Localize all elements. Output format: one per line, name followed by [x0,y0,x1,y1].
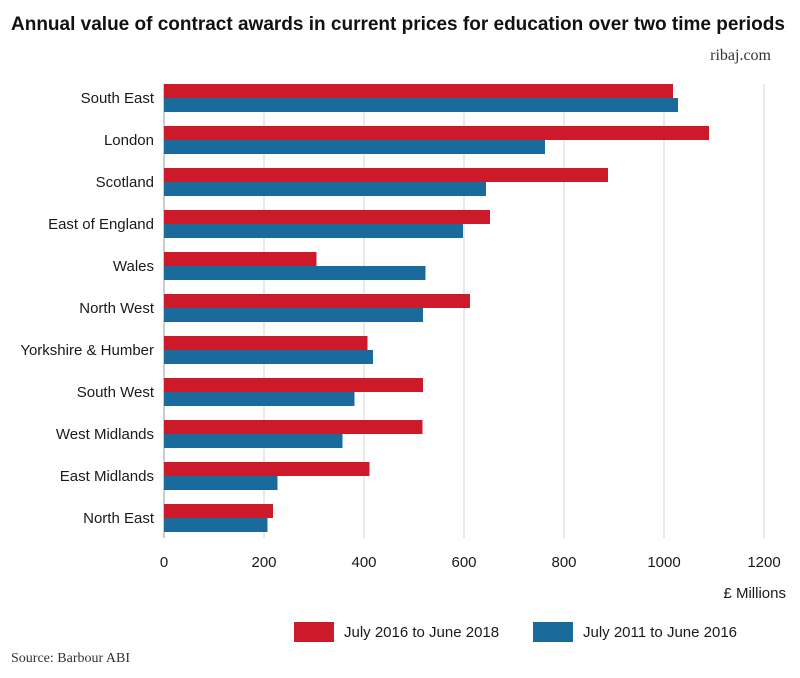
category-label: London [104,132,154,149]
x-axis-label: £ Millions [723,585,786,602]
bar-chart: South East London Scotland East of England W… [20,84,781,571]
brand-label: ribaj.com [710,47,771,64]
bar-10-series-0 [164,504,273,518]
category-label: Yorkshire & Humber [20,342,154,359]
bar-7-series-0 [164,378,423,392]
x-tick-label-1200: 1200 [747,554,780,571]
bar-0-series-0 [164,84,673,98]
x-tick-label-800: 800 [551,554,576,571]
x-tick-label-1000: 1000 [647,554,680,571]
bar-3-series-0 [164,210,490,224]
category-label: South East [81,90,155,107]
bar-8-series-1 [164,434,343,448]
x-tick-label-400: 400 [351,554,376,571]
bars [164,84,709,532]
legend-item-2011-2016: July 2011 to June 2016 [533,621,737,643]
bar-5-series-0 [164,294,470,308]
source-note: Source: Barbour ABI [11,651,130,666]
bar-1-series-1 [164,140,545,154]
bar-4-series-1 [164,266,426,280]
bar-10-series-1 [164,518,268,532]
category-label: North West [79,300,155,317]
bar-8-series-0 [164,420,423,434]
bar-9-series-1 [164,476,278,490]
bar-2-series-1 [164,182,486,196]
category-label: Wales [113,258,154,275]
x-tick-label-600: 600 [451,554,476,571]
category-label: Scotland [96,174,154,191]
bar-3-series-1 [164,224,463,238]
legend-label-2011-2016: July 2011 to June 2016 [583,623,738,641]
legend-label-2016-2018: July 2016 to June 2018 [344,623,500,641]
bar-1-series-0 [164,126,709,140]
bar-7-series-1 [164,392,355,406]
legend-swatch-2011-2016 [533,622,573,642]
bar-9-series-0 [164,462,370,476]
bar-6-series-0 [164,336,368,350]
bar-6-series-1 [164,350,373,364]
bar-0-series-1 [164,98,678,112]
x-tick-label-200: 200 [251,554,276,571]
x-tick-labels: 0 200 400 600 800 1000 1200 [160,554,781,571]
category-label: East Midlands [60,468,154,485]
bar-2-series-0 [164,168,608,182]
x-tick-label-0: 0 [160,554,168,571]
category-label: East of England [48,216,154,233]
category-labels: South East London Scotland East of England W… [20,90,155,527]
bar-4-series-0 [164,252,317,266]
category-label: North East [83,510,155,527]
category-label: South West [77,384,155,401]
category-label: West Midlands [56,426,154,443]
legend-item-2016-2018: July 2016 to June 2018 [294,621,499,643]
legend-swatch-2016-2018 [294,622,334,642]
bar-5-series-1 [164,308,423,322]
chart-title: Annual value of contract awards in curre… [11,14,785,35]
